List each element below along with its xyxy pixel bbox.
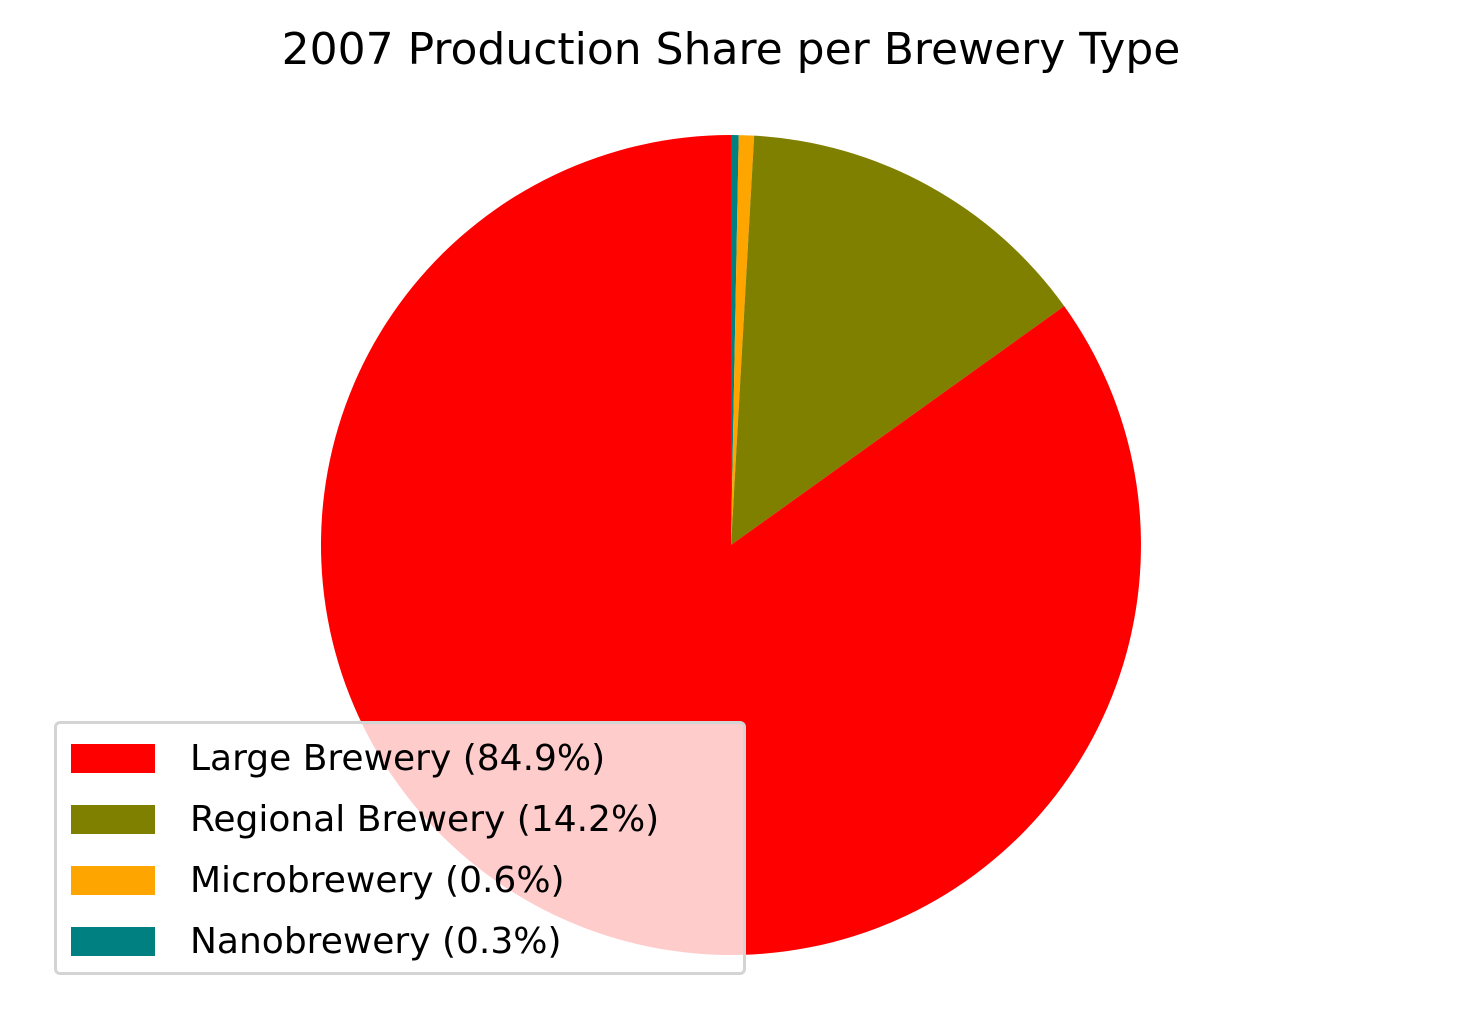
legend-swatch-microbrewery: [71, 865, 155, 895]
pie-slice-nanobrewery: [731, 134, 739, 545]
pie-slice-regional-brewery: [731, 135, 1065, 545]
chart-title: 2007 Production Share per Brewery Type: [281, 24, 1181, 75]
legend-item-regional-brewery: Regional Brewery (14.2%): [71, 789, 659, 849]
legend-label-nanobrewery: Nanobrewery (0.3%): [190, 920, 562, 962]
legend-swatch-large-brewery: [71, 743, 155, 773]
legend: Large Brewery (84.9%) Regional Brewery (…: [54, 721, 746, 975]
legend-swatch-regional-brewery: [71, 804, 155, 834]
legend-label-regional-brewery: Regional Brewery (14.2%): [190, 798, 660, 840]
legend-label-microbrewery: Microbrewery (0.6%): [190, 859, 565, 901]
legend-swatch-nanobrewery: [71, 926, 155, 956]
legend-item-nanobrewery: Nanobrewery (0.3%): [71, 911, 562, 971]
legend-item-microbrewery: Microbrewery (0.6%): [71, 850, 565, 910]
legend-item-large-brewery: Large Brewery (84.9%): [71, 728, 605, 788]
pie-slice-microbrewery: [731, 135, 755, 545]
legend-label-large-brewery: Large Brewery (84.9%): [190, 737, 606, 779]
